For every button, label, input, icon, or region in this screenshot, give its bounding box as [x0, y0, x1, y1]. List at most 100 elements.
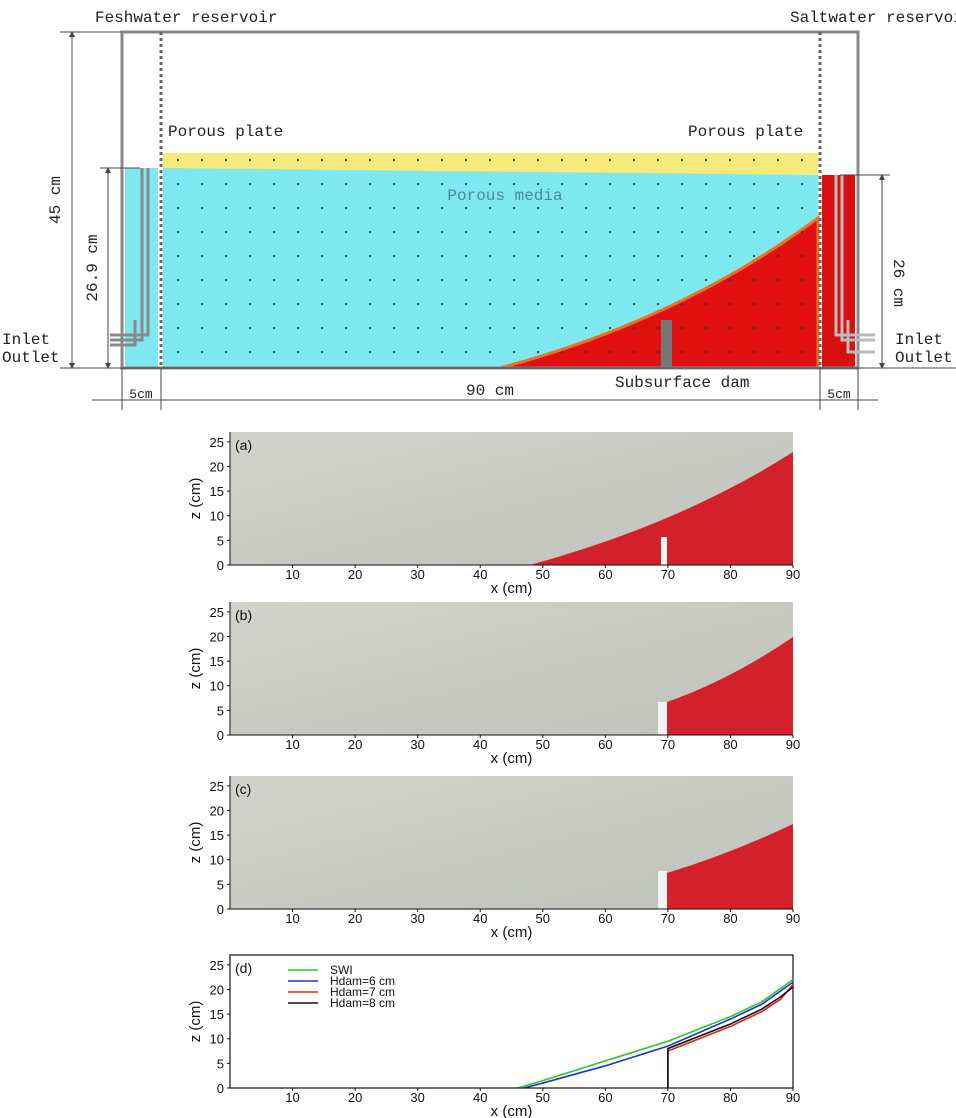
dot	[368, 350, 372, 354]
x-tick-label: 80	[723, 1090, 737, 1105]
dot	[224, 182, 228, 186]
y-tick-label: 25	[210, 605, 224, 620]
dam	[658, 871, 667, 909]
dot	[776, 278, 780, 282]
label: Inlet	[895, 331, 943, 349]
dot	[512, 182, 516, 186]
dot	[632, 302, 636, 306]
x-axis-label: x (cm)	[491, 750, 533, 767]
y-tick-label: 5	[217, 1056, 224, 1071]
dot	[368, 302, 372, 306]
legend-label: Hdam=6 cm	[330, 974, 395, 988]
dot	[344, 302, 348, 306]
label: Porous media	[447, 187, 563, 205]
dot	[272, 278, 276, 282]
dot	[416, 278, 420, 282]
y-tick-label: 0	[217, 902, 224, 917]
dot	[464, 302, 468, 306]
dot	[632, 230, 636, 234]
dot	[656, 350, 660, 354]
dot	[464, 278, 468, 282]
dot	[608, 158, 612, 162]
y-axis-label: z (cm)	[187, 478, 204, 520]
x-axis-label: x (cm)	[491, 924, 533, 941]
panel-label: (d)	[235, 960, 252, 976]
dot	[176, 158, 180, 162]
dot	[656, 302, 660, 306]
dot	[296, 158, 300, 162]
dot	[248, 254, 252, 258]
y-tick-label: 0	[217, 1081, 224, 1096]
dot	[656, 254, 660, 258]
dot	[224, 230, 228, 234]
dot	[272, 182, 276, 186]
panel: 10 20 30 40 50 60 70 80 90 0 5 10 15 20 25 (c) x (cm) z (…	[187, 776, 800, 941]
dot	[536, 254, 540, 258]
dot	[512, 206, 516, 210]
y-tick-label: 15	[210, 1007, 224, 1022]
x-tick-label: 30	[410, 1090, 424, 1105]
y-tick-label: 5	[217, 703, 224, 718]
dot	[800, 350, 804, 354]
dot	[728, 302, 732, 306]
x-tick-label: 60	[598, 1090, 612, 1105]
dot	[296, 326, 300, 330]
dot	[440, 302, 444, 306]
dot	[632, 326, 636, 330]
y-tick-label: 25	[210, 958, 224, 973]
dot	[248, 182, 252, 186]
dot	[176, 206, 180, 210]
legend-label: Hdam=7 cm	[330, 985, 395, 999]
dot	[416, 326, 420, 330]
y-tick-label: 25	[210, 779, 224, 794]
dot	[392, 326, 396, 330]
dot	[200, 326, 204, 330]
dot	[776, 206, 780, 210]
dot	[776, 254, 780, 258]
x-tick-label: 40	[473, 567, 487, 582]
x-tick-label: 70	[661, 1090, 675, 1105]
dot	[488, 302, 492, 306]
dot	[704, 254, 708, 258]
dot	[176, 278, 180, 282]
dot	[608, 254, 612, 258]
dot	[608, 206, 612, 210]
label: 45 cm	[47, 176, 65, 224]
dot	[800, 206, 804, 210]
dot	[512, 278, 516, 282]
dot	[392, 158, 396, 162]
label: Saltwater reservoir	[790, 9, 956, 27]
dot	[464, 350, 468, 354]
y-axis-label: z (cm)	[187, 1001, 204, 1043]
x-tick-label: 20	[348, 1090, 362, 1105]
dot	[392, 206, 396, 210]
dot	[560, 230, 564, 234]
dot	[680, 278, 684, 282]
dot	[200, 278, 204, 282]
series-line	[523, 981, 794, 1089]
dot	[704, 158, 708, 162]
panel-label: (a)	[235, 437, 252, 453]
dot	[560, 158, 564, 162]
dot	[176, 302, 180, 306]
label: Porous plate	[168, 123, 283, 141]
dot	[560, 182, 564, 186]
y-tick-label: 5	[217, 533, 224, 548]
dot	[368, 254, 372, 258]
dot	[440, 206, 444, 210]
dot	[368, 230, 372, 234]
dot	[512, 302, 516, 306]
label: 26 cm	[889, 259, 907, 307]
saltwater-wedge	[667, 824, 793, 909]
label: 5cm	[129, 387, 153, 402]
dot	[704, 278, 708, 282]
dot	[416, 206, 420, 210]
dot	[752, 230, 756, 234]
dot	[464, 254, 468, 258]
dots	[176, 158, 804, 354]
dot	[320, 206, 324, 210]
dot	[680, 182, 684, 186]
dot	[800, 158, 804, 162]
